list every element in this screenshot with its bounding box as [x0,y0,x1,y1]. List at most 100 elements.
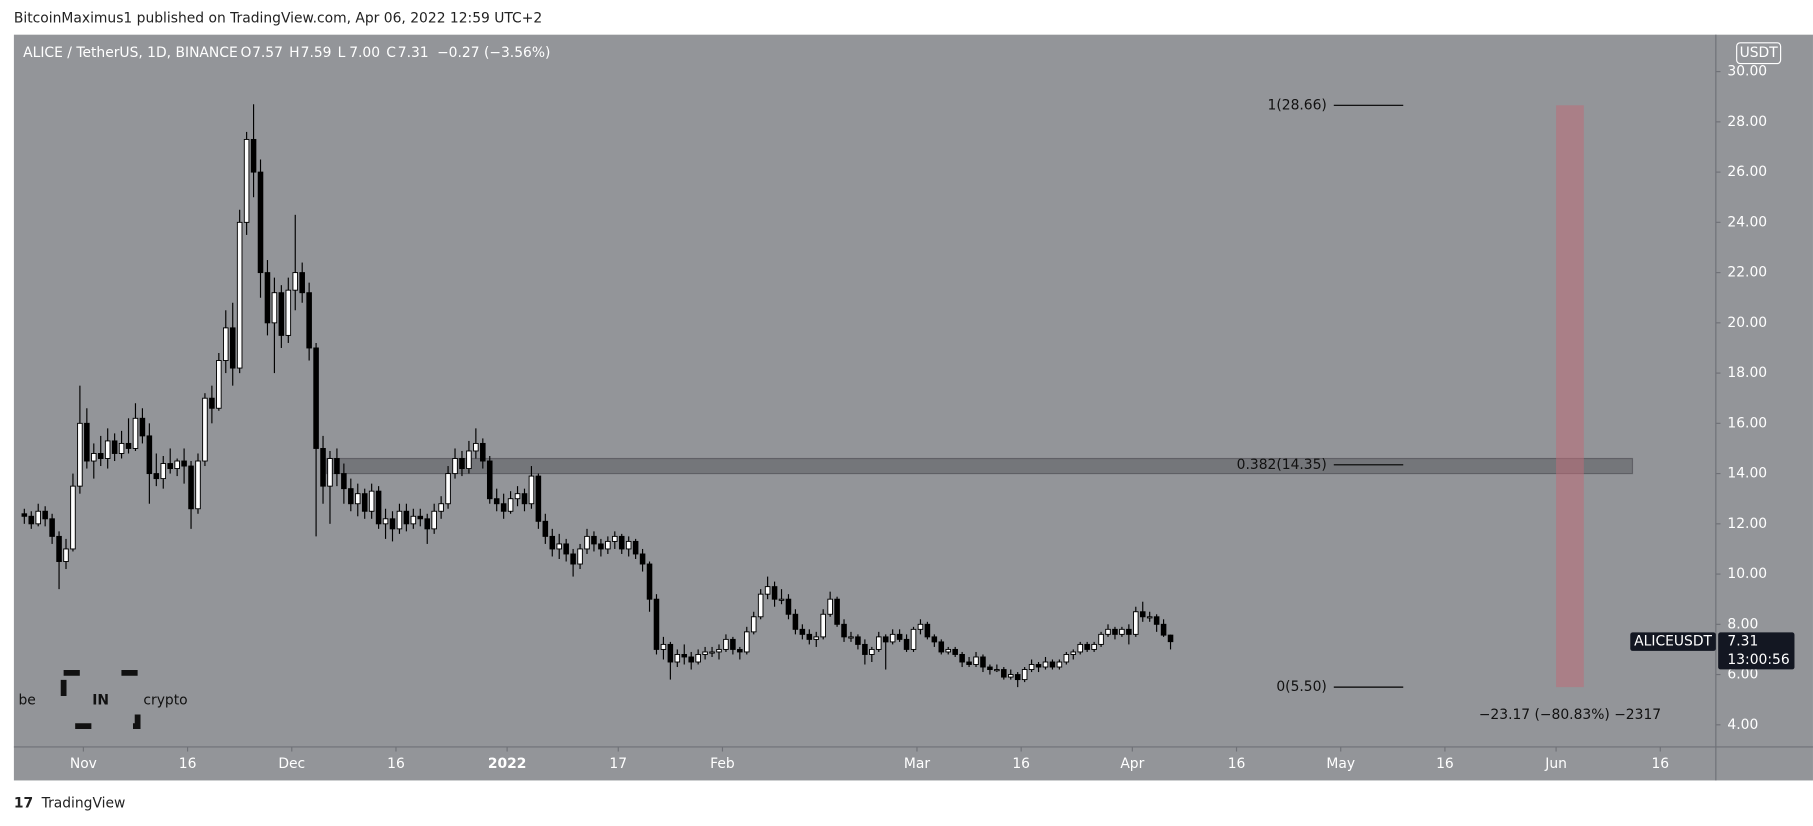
candle-body [1167,634,1174,643]
candle-body [63,548,69,562]
legend-key: L [338,45,346,61]
candle-body [542,520,549,537]
candle-body [862,643,868,655]
x-tick-label: 16 [1012,756,1030,772]
candle-body [799,628,806,635]
currency-box [1736,42,1782,65]
candle-body [334,458,340,475]
candle-body [195,460,201,510]
candle-body [695,654,701,663]
candle-body [91,453,97,462]
footer-brand: TradingView [41,796,126,812]
candle-body [49,518,55,537]
price-tag-price: 7.31 [1727,634,1758,650]
candle-body [160,463,167,480]
price-tag-box [1718,632,1795,670]
candle-body [1098,633,1104,645]
candle-body [466,450,472,470]
resistance-zone [325,457,1634,475]
candle-body [764,586,771,595]
x-tick-label: Feb [710,756,735,772]
candle-body [591,535,597,545]
price-axis [1715,34,1813,747]
candle-body [577,548,583,565]
y-tick-label: 18.00 [1727,365,1767,381]
candle-body [313,347,319,449]
candle-body [1153,616,1160,625]
candle-body [716,648,722,653]
candle-body [125,442,132,449]
candle-body [827,598,833,615]
candle-body [730,638,736,650]
candle-body [924,623,931,638]
x-tick-label: Mar [904,756,930,772]
plot-area [13,34,1716,747]
y-tick-label: 8.00 [1727,616,1758,632]
price-tag-name: ALICEUSDT [1634,634,1712,650]
candle-body [632,540,639,555]
candle-body [216,360,222,409]
candle-body [778,598,785,601]
watermark-right: crypto [143,693,187,709]
candle-body [28,515,35,525]
candle-body [1119,628,1125,635]
candle-body [306,292,312,349]
candle-body [500,503,507,512]
candle-body [910,628,917,650]
candle-body [605,540,611,550]
y-tick-label: 30.00 [1727,64,1767,80]
candle-body [21,513,28,517]
candle-body [757,593,764,618]
measure-label: −23.17 (−80.83%) −2317 [1479,707,1661,723]
legend-value: 7.31 [398,45,429,61]
candle-body [514,493,521,500]
candle-body [348,488,354,505]
candle-body [966,661,972,665]
x-tick-label: 16 [387,756,405,772]
legend-change: −0.27 (−3.56%) [437,45,550,61]
candle-body [973,656,979,665]
candle-body [375,490,382,525]
candle-body [202,397,208,462]
x-tick-label: 16 [1651,756,1669,772]
watermark-middle: IN [92,693,109,709]
candle-body [737,648,743,653]
candle-body [980,656,986,668]
candle-body [361,493,368,512]
candle-body [625,540,632,550]
candle-body [84,422,90,462]
candle-body [174,460,180,470]
y-tick-label: 12.00 [1727,516,1767,532]
candle-body [396,510,403,530]
candle-body [688,656,694,663]
candle-body [1035,664,1042,668]
candle-body [681,654,688,658]
candle-body [723,638,729,650]
candle-body [1160,623,1167,636]
candle-body [945,648,952,653]
candle-body [660,643,667,650]
fib-label: 0.382(14.35) [1237,457,1327,473]
measure-range [1556,105,1584,688]
candle-body [431,510,437,530]
candle-body [820,613,826,638]
x-tick-label: 16 [1228,756,1246,772]
candle-body [903,638,910,650]
y-tick-label: 26.00 [1727,164,1767,180]
candle-body [938,641,945,653]
candle-body [56,535,62,562]
candle-body [618,535,625,550]
candle-body [875,636,882,650]
candle-body [264,272,271,324]
candle-body [1139,611,1146,618]
candle-body [1126,628,1132,635]
candle-body [320,447,326,487]
candle-body [146,435,153,475]
candle-body [646,563,653,600]
x-tick-label: Jun [1544,756,1567,772]
candle-body [42,510,48,520]
candle-body [639,553,646,565]
x-tick-label: Nov [70,756,97,772]
legend-value: 7.57 [252,45,283,61]
